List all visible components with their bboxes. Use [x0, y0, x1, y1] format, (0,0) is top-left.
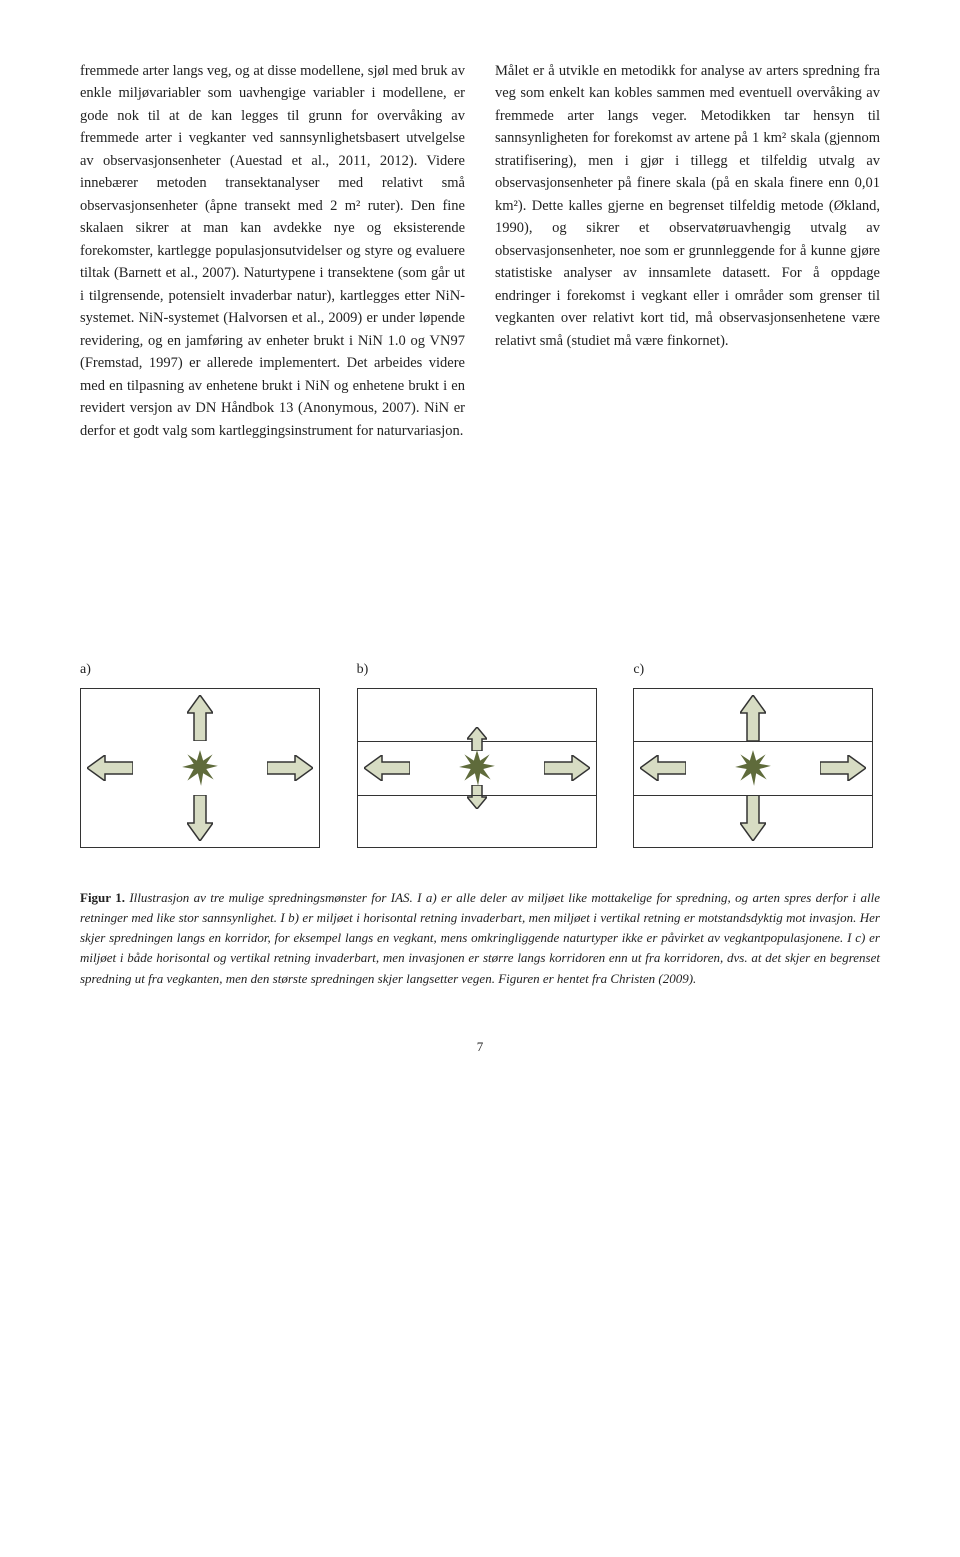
arrow-down-icon	[740, 795, 766, 841]
figure-1: a) b)	[80, 662, 880, 848]
panel-box-b	[357, 688, 597, 848]
arrow-up-icon	[740, 695, 766, 741]
arrow-right-icon	[820, 755, 866, 781]
plant-icon	[732, 747, 774, 789]
panel-label-c: c)	[633, 662, 880, 678]
panel-label-b: b)	[357, 662, 604, 678]
page-number: 7	[80, 1039, 880, 1055]
arrow-left-icon	[640, 755, 686, 781]
figure-panel-c: c)	[633, 662, 880, 848]
arrow-right-icon	[544, 755, 590, 781]
right-column-text: Målet er å utvikle en metodikk for analy…	[495, 60, 880, 442]
arrow-up-icon	[187, 695, 213, 741]
panel-box-a	[80, 688, 320, 848]
arrow-down-small-icon	[467, 785, 487, 809]
arrow-down-icon	[187, 795, 213, 841]
text-columns: fremmede arter langs veg, og at disse mo…	[80, 60, 880, 442]
arrow-right-icon	[267, 755, 313, 781]
figure-panel-a: a)	[80, 662, 327, 848]
panel-box-c	[633, 688, 873, 848]
figure-caption: Figur 1. Illustrasjon av tre mulige spre…	[80, 888, 880, 989]
arrow-left-icon	[364, 755, 410, 781]
arrow-up-small-icon	[467, 727, 487, 751]
plant-icon	[456, 747, 498, 789]
caption-lead: Figur 1.	[80, 890, 125, 905]
figure-panel-b: b)	[357, 662, 604, 848]
panel-label-a: a)	[80, 662, 327, 678]
caption-body: Illustrasjon av tre mulige spredningsmøn…	[80, 890, 880, 986]
arrow-left-icon	[87, 755, 133, 781]
left-column-text: fremmede arter langs veg, og at disse mo…	[80, 60, 465, 442]
plant-icon	[179, 747, 221, 789]
